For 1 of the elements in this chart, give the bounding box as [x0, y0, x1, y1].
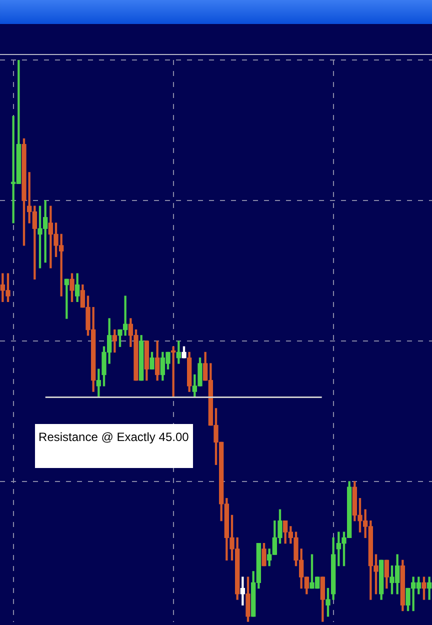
note-box: Resistance @ Exactly 45.00 — [34, 424, 193, 468]
